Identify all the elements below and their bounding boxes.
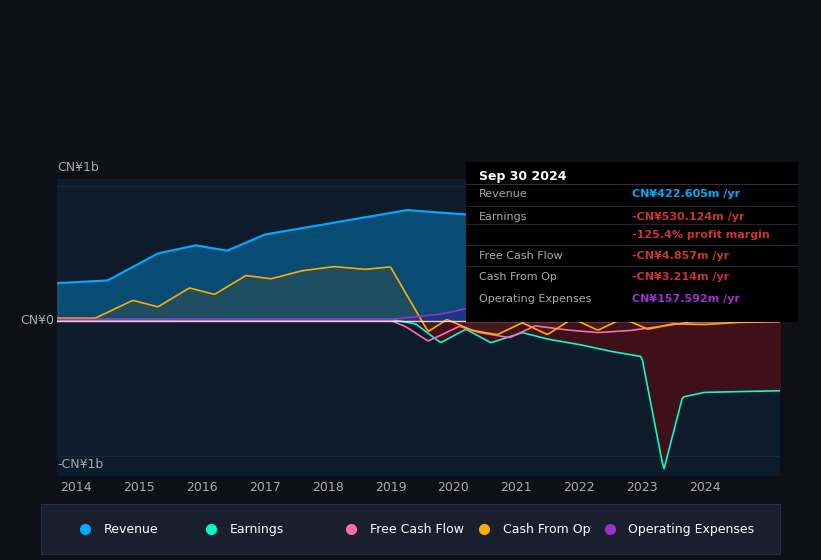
Text: -CN¥4.857m /yr: -CN¥4.857m /yr — [632, 251, 729, 261]
Text: CN¥0: CN¥0 — [20, 314, 54, 328]
Text: Cash From Op: Cash From Op — [502, 522, 590, 536]
Text: Free Cash Flow: Free Cash Flow — [370, 522, 464, 536]
Text: Free Cash Flow: Free Cash Flow — [479, 251, 562, 261]
Text: Cash From Op: Cash From Op — [479, 272, 557, 282]
Text: -CN¥1b: -CN¥1b — [57, 458, 103, 470]
Text: Revenue: Revenue — [103, 522, 158, 536]
Text: Earnings: Earnings — [479, 212, 527, 222]
Text: Operating Expenses: Operating Expenses — [479, 294, 591, 304]
Text: CN¥1b: CN¥1b — [57, 161, 99, 174]
Text: -125.4% profit margin: -125.4% profit margin — [632, 230, 769, 240]
Text: CN¥422.605m /yr: CN¥422.605m /yr — [632, 189, 740, 199]
Text: -CN¥3.214m /yr: -CN¥3.214m /yr — [632, 272, 729, 282]
Text: -CN¥530.124m /yr: -CN¥530.124m /yr — [632, 212, 745, 222]
Text: Earnings: Earnings — [230, 522, 284, 536]
Text: Operating Expenses: Operating Expenses — [629, 522, 754, 536]
Text: CN¥157.592m /yr: CN¥157.592m /yr — [632, 294, 740, 304]
Text: Revenue: Revenue — [479, 189, 528, 199]
Text: Sep 30 2024: Sep 30 2024 — [479, 170, 566, 183]
